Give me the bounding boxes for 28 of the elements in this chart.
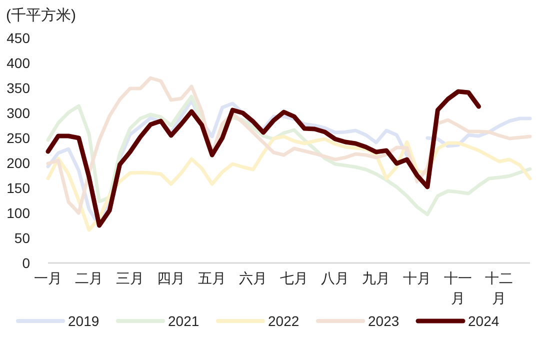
y-tick-label: 200 xyxy=(6,155,30,171)
y-axis-title: (千平方米) xyxy=(6,7,76,24)
y-tick-label: 100 xyxy=(6,205,30,221)
legend-label: 2022 xyxy=(268,313,300,329)
y-tick-label: 50 xyxy=(14,230,30,246)
x-tick-label: 六月 xyxy=(239,270,268,286)
x-tick-label: 八月 xyxy=(321,270,350,286)
legend-label: 2023 xyxy=(368,313,400,329)
x-tick-label: 四月 xyxy=(157,270,186,286)
y-tick-label: 300 xyxy=(6,105,30,121)
x-tick-label: 九月 xyxy=(362,270,390,286)
x-tick-label: 三月 xyxy=(116,270,144,286)
y-tick-label: 150 xyxy=(6,180,30,196)
x-tick-label: 十二月 xyxy=(485,270,514,306)
y-tick-label: 350 xyxy=(6,80,30,96)
legend-label: 2019 xyxy=(68,313,100,329)
y-tick-label: 0 xyxy=(22,255,30,271)
y-tick-label: 250 xyxy=(6,130,30,146)
x-tick-label: 十月 xyxy=(403,270,432,286)
x-tick-label: 二月 xyxy=(75,270,104,286)
x-tick-label: 十一月 xyxy=(444,270,472,306)
x-tick-label: 七月 xyxy=(280,270,308,286)
x-tick-label: 一月 xyxy=(34,270,62,286)
legend-label: 2021 xyxy=(168,313,200,329)
y-tick-label: 400 xyxy=(6,55,30,71)
x-tick-label: 五月 xyxy=(198,270,226,286)
legend-label: 2024 xyxy=(468,313,500,329)
y-tick-label: 450 xyxy=(6,30,30,46)
